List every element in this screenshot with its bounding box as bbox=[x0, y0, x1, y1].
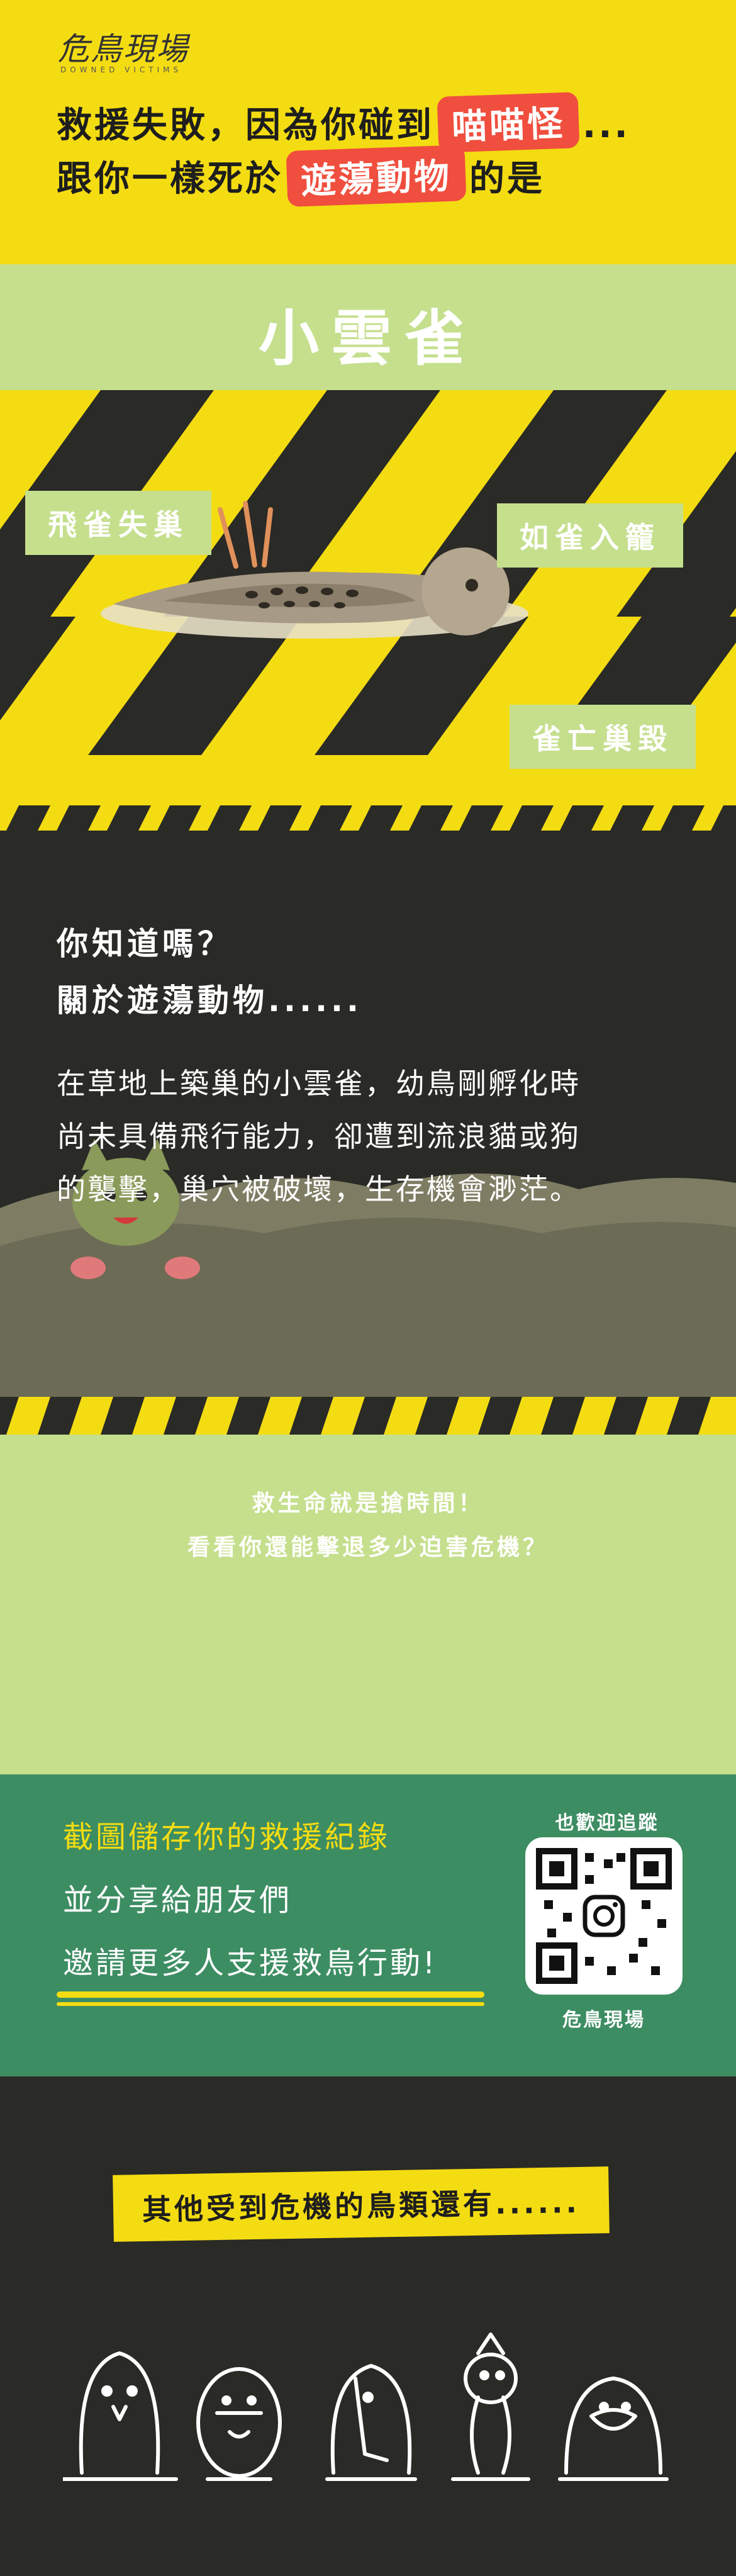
share-line3: 邀請更多人支援救鳥行動! bbox=[63, 1946, 438, 1981]
hazard-illustration-area: 飛雀失巢 如雀入籠 雀亡巢毀 bbox=[0, 390, 736, 831]
follow-label: 也歡迎追蹤 bbox=[555, 1812, 659, 1834]
other-birds-row bbox=[63, 2332, 669, 2481]
logo-subtitle: DOWNED VICTIMS bbox=[60, 65, 182, 74]
qr-code-icon bbox=[536, 1848, 672, 1984]
bird-name: 小雲雀 bbox=[259, 303, 477, 374]
headline-line1: 救援失敗，因為你碰到 喵喵怪... bbox=[57, 92, 630, 153]
paragraph-line3: 的襲擊，巢穴被破壞，生存機會渺茫。 bbox=[57, 1172, 581, 1206]
grass-cat-illustration bbox=[0, 1139, 736, 1397]
qr-caption: 危鳥現場 bbox=[562, 2009, 645, 2031]
cat-monster-tag: 喵喵怪 bbox=[437, 92, 580, 153]
underline-stroke-2 bbox=[57, 2002, 484, 2006]
other-birds-label: 其他受到危機的鳥類還有...... bbox=[113, 2166, 610, 2242]
label-lost-nest: 飛雀失巢 bbox=[25, 491, 211, 555]
share-section: 截圖儲存你的救援紀錄 並分享給朋友們 邀請更多人支援救鳥行動! 也歡迎追蹤 bbox=[0, 1774, 736, 2076]
info-section: 你知道嗎？ 關於遊蕩動物...... 在草地上築巢的小雲雀，幼鳥剛孵化時 尚未具… bbox=[0, 831, 736, 1397]
bird-1-icon bbox=[63, 2351, 178, 2481]
headline-line2-text: 跟你一樣死於 bbox=[57, 159, 283, 199]
logo-title: 危鳥現場 bbox=[58, 31, 189, 67]
label-nest-destroyed: 雀亡巢毀 bbox=[510, 705, 696, 769]
roaming-animal-tag: 遊蕩動物 bbox=[286, 145, 467, 207]
headline-line2: 跟你一樣死於 遊蕩動物 的是 bbox=[57, 145, 545, 207]
rescue-prompt-line2: 看看你還能擊退多少迫害危機？ bbox=[187, 1535, 549, 1560]
info-question-line2: 關於遊蕩動物...... bbox=[57, 982, 362, 1019]
qr-code[interactable] bbox=[525, 1837, 683, 1995]
info-paragraph: 在草地上築巢的小雲雀，幼鳥剛孵化時 尚未具備飛行能力，卻遭到流浪貓或狗 的襲擊，… bbox=[57, 1057, 698, 1216]
share-line1: 截圖儲存你的救援紀錄 bbox=[63, 1820, 391, 1855]
logo[interactable]: 危鳥現場 DOWNED VICTIMS bbox=[58, 24, 203, 81]
rescue-prompt-line1: 救生命就是搶時間！ bbox=[252, 1491, 484, 1516]
hazard-divider bbox=[0, 1397, 736, 1435]
bird-3-icon bbox=[325, 2364, 417, 2481]
bird-name-band: 小雲雀 bbox=[0, 264, 736, 390]
bird-4-icon bbox=[451, 2332, 530, 2481]
info-question-line1: 你知道嗎？ bbox=[57, 926, 233, 962]
dead-skylark-illustration bbox=[101, 501, 528, 639]
label-caged-sparrow: 如雀入籠 bbox=[497, 503, 683, 568]
headline-line1-text: 救援失敗，因為你碰到 bbox=[57, 105, 434, 146]
bird-2-icon bbox=[196, 2367, 282, 2481]
paragraph-line2: 尚未具備飛行能力，卻遭到流浪貓或狗 bbox=[57, 1119, 581, 1153]
underline-stroke-1 bbox=[57, 1991, 484, 1998]
bird-5-icon bbox=[558, 2377, 669, 2481]
other-birds-section: 其他受到危機的鳥類還有...... bbox=[0, 2076, 736, 2576]
headline-line2-end: 的是 bbox=[469, 159, 545, 199]
cat-monster-icon bbox=[70, 1139, 200, 1279]
headline-ellipsis: ... bbox=[583, 105, 630, 146]
paragraph-line1: 在草地上築巢的小雲雀，幼鳥剛孵化時 bbox=[57, 1067, 581, 1100]
share-line2: 並分享給朋友們 bbox=[63, 1883, 293, 1918]
rescue-prompt-section: 救生命就是搶時間！ 看看你還能擊退多少迫害危機？ bbox=[0, 1435, 736, 1774]
header: 危鳥現場 DOWNED VICTIMS 救援失敗，因為你碰到 喵喵怪... 跟你一… bbox=[0, 0, 736, 264]
